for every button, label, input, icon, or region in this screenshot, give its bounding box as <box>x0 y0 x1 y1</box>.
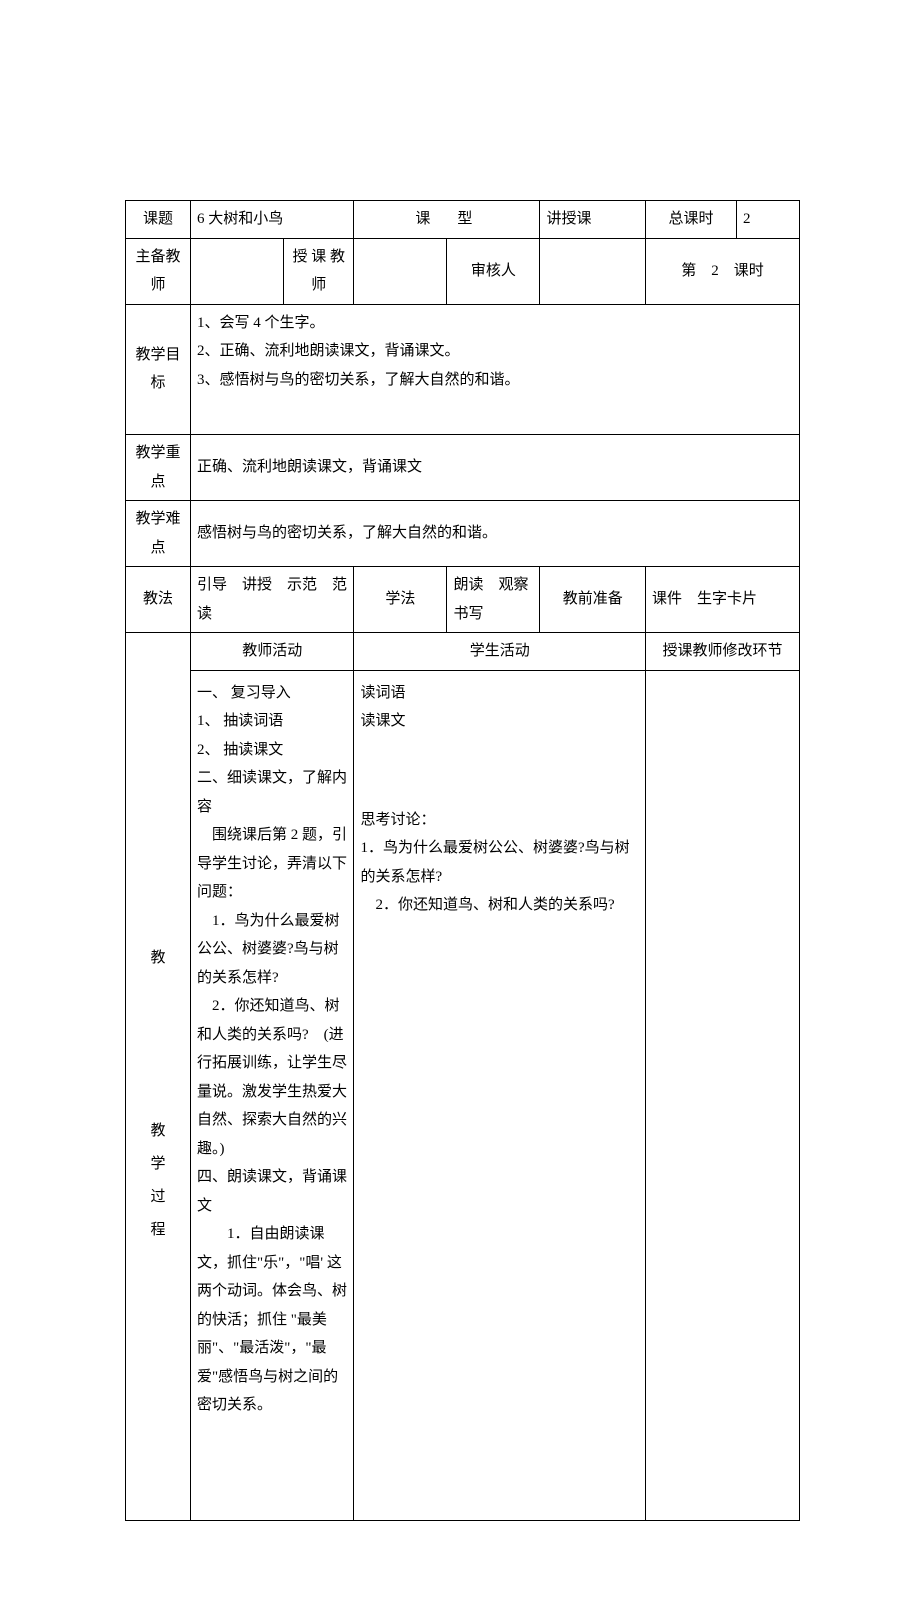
label-diff: 教学难点 <box>126 501 191 567</box>
ta-p9: 1．自由朗读课文，抓住"乐"，"唱' 这两个动词。体会鸟、树的快活；抓住 "最美… <box>197 1220 347 1420</box>
revise-cell <box>646 670 800 1520</box>
header-teacher: 教师活动 <box>191 633 354 671</box>
teacher-activity: 一、 复习导入 1、 抽读词语 2、 抽读课文 二、细读课文，了解内容 围绕课后… <box>191 670 354 1520</box>
header-student: 学生活动 <box>354 633 646 671</box>
label-teach-teacher: 授 课 教师 <box>284 238 354 304</box>
main-teacher-value <box>191 238 284 304</box>
label-process: 教 教学过程 <box>126 670 191 1520</box>
label-total: 总课时 <box>646 201 737 239</box>
prep-value: 课件 生字卡片 <box>646 567 800 633</box>
label-sm: 学法 <box>354 567 447 633</box>
sa-p2: 读课文 <box>360 707 639 736</box>
label-tm: 教法 <box>126 567 191 633</box>
student-activity: 读词语 读课文 思考讨论： 1．鸟为什么最爱树公公、树婆婆?鸟与树的关系怎样? … <box>354 670 646 1520</box>
goals-text: 1、会写 4 个生字。 2、正确、流利地朗读课文，背诵课文。 3、感悟树与鸟的密… <box>191 304 800 435</box>
period-value: 第 2 课时 <box>646 238 800 304</box>
sa-p4: 1．鸟为什么最爱树公公、树婆婆?鸟与树的关系怎样? <box>360 834 639 891</box>
ta-p3: 2、 抽读课文 <box>197 736 347 765</box>
ta-p8: 四、朗读课文，背诵课文 <box>197 1163 347 1220</box>
goals-line1: 1、会写 4 个生字。 <box>197 309 793 338</box>
ta-p2: 1、 抽读词语 <box>197 707 347 736</box>
topic-value: 6 大树和小鸟 <box>191 201 354 239</box>
sa-p1: 读词语 <box>360 679 639 708</box>
ta-p1: 一、 复习导入 <box>197 679 347 708</box>
label-prep: 教前准备 <box>540 567 646 633</box>
ta-p4: 二、细读课文，了解内容 <box>197 764 347 821</box>
label-key: 教学重点 <box>126 435 191 501</box>
type-value: 讲授课 <box>540 201 646 239</box>
goals-line2: 2、正确、流利地朗读课文，背诵课文。 <box>197 337 793 366</box>
label-type: 课 型 <box>354 201 540 239</box>
key-text: 正确、流利地朗读课文，背诵课文 <box>191 435 800 501</box>
ta-p5: 围绕课后第 2 题，引导学生讨论，弄清以下问题： <box>197 821 347 907</box>
goals-line3: 3、感悟树与鸟的密切关系，了解大自然的和谐。 <box>197 366 793 395</box>
label-main-teacher: 主备教师 <box>126 238 191 304</box>
sm-value: 朗读 观察 书写 <box>447 567 540 633</box>
ta-p7: 2．你还知道鸟、树和人类的关系吗? (进行拓展训练，让学生尽量说。激发学生热爱大… <box>197 992 347 1163</box>
sa-p5: 2．你还知道鸟、树和人类的关系吗? <box>360 891 639 920</box>
teach-teacher-value <box>354 238 447 304</box>
reviewer-value <box>540 238 646 304</box>
diff-text: 感悟树与鸟的密切关系，了解大自然的和谐。 <box>191 501 800 567</box>
header-revise: 授课教师修改环节 <box>646 633 800 671</box>
label-topic: 课题 <box>126 201 191 239</box>
label-goals: 教学目标 <box>126 304 191 435</box>
label-reviewer: 审核人 <box>447 238 540 304</box>
sa-spacer <box>360 736 639 806</box>
total-value: 2 <box>737 201 800 239</box>
ta-p6: 1．鸟为什么最爱树公公、树婆婆?鸟与树的关系怎样? <box>197 907 347 993</box>
process-label-top <box>126 633 191 671</box>
tm-value: 引导 讲授 示范 范读 <box>191 567 354 633</box>
sa-p3: 思考讨论： <box>360 806 639 835</box>
